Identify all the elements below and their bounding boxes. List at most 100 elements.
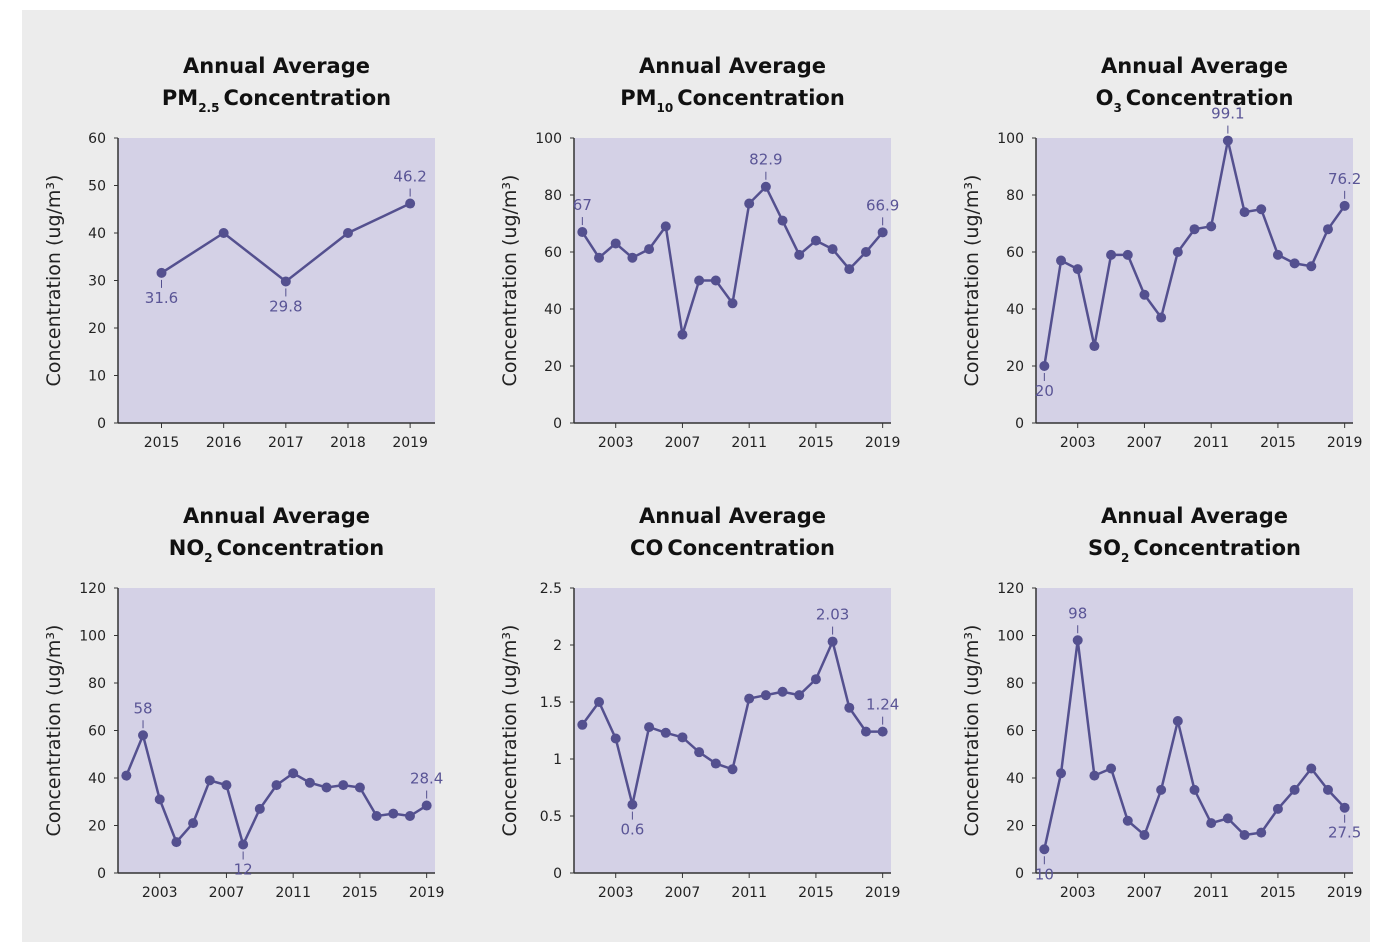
title-rest: Concentration	[1133, 536, 1301, 560]
title-rest: Concentration	[677, 86, 845, 110]
y-tick-label: 20	[544, 359, 562, 375]
y-tick-label: 60	[88, 131, 106, 147]
data-point	[610, 733, 621, 744]
x-tick-label: 2019	[1327, 885, 1363, 901]
data-point	[744, 198, 755, 209]
y-tick-label: 1	[553, 752, 562, 768]
y-tick-label: 20	[1006, 819, 1024, 835]
value-label: 12	[234, 861, 253, 879]
x-tick-label: 2015	[342, 885, 378, 901]
data-point	[1189, 224, 1200, 235]
y-tick-label: 100	[997, 629, 1024, 645]
data-point	[1272, 249, 1283, 260]
data-point	[744, 693, 755, 704]
chart-title: NO2 Concentration	[169, 536, 384, 565]
y-tick-label: 0	[1015, 866, 1024, 882]
data-point	[810, 235, 821, 246]
data-point	[644, 244, 655, 255]
x-tick-label: 2017	[268, 435, 304, 451]
chart: 0 10 20 30 40 50 60 2015 2016 2017 2018 2019 Concent…	[43, 54, 435, 451]
y-tick-label: 60	[88, 724, 106, 740]
data-point	[710, 275, 721, 286]
data-point	[1339, 200, 1350, 211]
value-label: 29.8	[269, 297, 302, 315]
data-point	[727, 764, 738, 775]
data-point	[1306, 763, 1317, 774]
y-tick-label: 20	[88, 321, 106, 337]
data-point	[677, 732, 688, 743]
data-point	[760, 181, 771, 192]
y-tick-label: 80	[544, 188, 562, 204]
data-point	[1139, 830, 1150, 840]
x-tick-label: 2019	[865, 435, 901, 451]
y-tick-label: 40	[88, 771, 106, 787]
chart-title: SO2 Concentration	[1088, 536, 1301, 565]
chart-title: CO Concentration	[630, 536, 835, 560]
data-point	[1322, 224, 1333, 235]
data-point	[338, 780, 349, 791]
y-tick-label: 80	[1006, 188, 1024, 204]
y-tick-label: 10	[88, 369, 106, 385]
x-tick-label: 2018	[330, 435, 366, 451]
y-tick-label: 2	[553, 638, 562, 654]
data-point	[171, 837, 182, 848]
plot-area	[1036, 138, 1353, 423]
x-tick-label: 2019	[1327, 435, 1363, 451]
x-tick-label: 2011	[275, 885, 311, 901]
y-tick-label: 30	[88, 274, 106, 290]
value-label: 67	[573, 196, 592, 214]
data-point	[204, 775, 215, 786]
data-point	[627, 252, 638, 263]
data-point	[577, 227, 588, 238]
chart: 0 20 40 60 80 100 2003 2007 2011 2015 2019 Concentr…	[499, 54, 900, 451]
x-tick-label: 2003	[142, 885, 178, 901]
data-point	[1256, 827, 1267, 838]
data-point	[810, 674, 821, 685]
y-axis-label: Concentration (ug/m³)	[43, 625, 65, 837]
data-point	[218, 228, 229, 238]
x-tick-label: 2007	[209, 885, 245, 901]
x-tick-label: 2019	[392, 435, 428, 451]
pollutant: NO	[169, 536, 204, 560]
data-point	[794, 690, 805, 701]
data-point	[1306, 261, 1317, 272]
data-point	[1156, 784, 1167, 795]
title-rest: Concentration	[667, 536, 835, 560]
data-point	[221, 780, 232, 791]
data-point	[138, 730, 149, 741]
data-point	[827, 244, 838, 255]
value-label: 99.1	[1211, 105, 1244, 123]
data-point	[594, 697, 605, 707]
x-tick-label: 2007	[1127, 885, 1163, 901]
x-tick-label: 2003	[598, 885, 634, 901]
data-point	[288, 768, 299, 779]
pollutant: PM	[620, 86, 656, 110]
data-point	[1222, 813, 1233, 824]
data-point	[860, 726, 871, 737]
data-point	[1222, 135, 1233, 146]
y-tick-label: 40	[1006, 771, 1024, 787]
data-point	[827, 636, 838, 647]
data-point	[660, 727, 671, 738]
y-tick-label: 120	[997, 581, 1024, 597]
y-tick-label: 0	[97, 866, 106, 882]
y-tick-label: 120	[79, 581, 106, 597]
data-point	[1039, 361, 1050, 371]
data-point	[1239, 207, 1250, 218]
plot-area	[574, 588, 891, 873]
value-label: 1.24	[866, 696, 899, 714]
data-point	[280, 276, 291, 287]
y-tick-label: 1.5	[540, 695, 562, 711]
value-label: 46.2	[393, 168, 426, 186]
chart-title: Annual Average	[183, 54, 370, 78]
x-tick-label: 2016	[206, 435, 242, 451]
data-point	[794, 249, 805, 260]
data-point	[1206, 221, 1217, 232]
x-tick-label: 2015	[1260, 435, 1296, 451]
subscript: 2	[204, 551, 212, 565]
data-point	[844, 702, 855, 713]
data-point	[421, 800, 432, 811]
value-label: 58	[133, 699, 152, 717]
data-point	[777, 686, 788, 697]
data-point	[1239, 830, 1250, 840]
